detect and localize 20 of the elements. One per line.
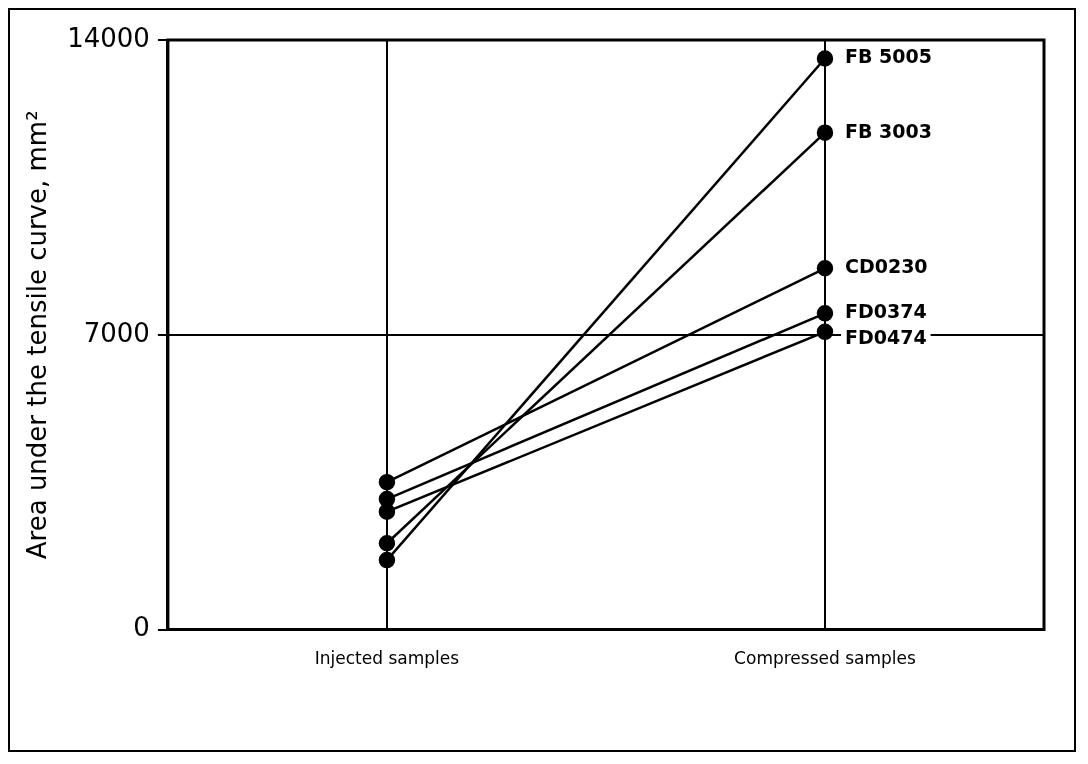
point: [378, 490, 396, 508]
point: [816, 124, 834, 141]
y-axis-title: Area under the tensile curve, mm²: [22, 110, 53, 560]
x-tick-label: Compressed samples: [734, 648, 916, 669]
series-label: FD0474: [844, 326, 927, 349]
series-label: FB 5005: [844, 45, 932, 68]
series-label: CD0230: [844, 255, 928, 278]
point: [816, 260, 834, 277]
series-label: FB 3003: [844, 119, 932, 142]
x-tick-label: Injected samples: [314, 648, 460, 669]
y-tick-label: 0: [133, 612, 150, 643]
point: [378, 473, 396, 491]
point: [378, 551, 396, 569]
series-label: FD0374: [844, 300, 927, 323]
point: [816, 305, 834, 322]
point: [816, 50, 834, 67]
y-tick-label: 7000: [83, 317, 150, 348]
point: [378, 535, 396, 552]
point: [816, 323, 834, 341]
y-tick-label: 14000: [67, 22, 150, 53]
